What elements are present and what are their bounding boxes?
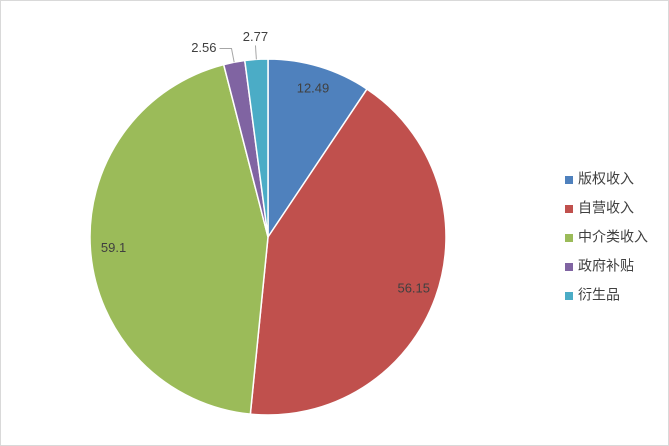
data-label: 56.15 (397, 281, 430, 296)
data-label: 59.1 (101, 240, 126, 255)
data-label: 2.77 (243, 29, 268, 44)
data-label: 2.56 (191, 40, 216, 55)
legend-swatch (565, 292, 573, 300)
legend-label: 版权收入 (578, 171, 634, 187)
legend-swatch (565, 263, 573, 271)
pie-slice (89, 63, 269, 415)
legend-label: 中介类收入 (578, 229, 648, 245)
pie-slice (249, 88, 447, 416)
legend-label: 政府补贴 (578, 258, 634, 274)
pie-slice (267, 58, 369, 240)
data-label: 12.49 (297, 80, 330, 95)
legend-swatch (565, 176, 573, 184)
leader-line (219, 47, 235, 63)
legend-swatch (565, 234, 573, 242)
leader-line (254, 45, 257, 60)
legend-swatch (565, 205, 573, 213)
legend-label: 衍生品 (578, 287, 620, 303)
legend-label: 自营收入 (578, 200, 634, 216)
